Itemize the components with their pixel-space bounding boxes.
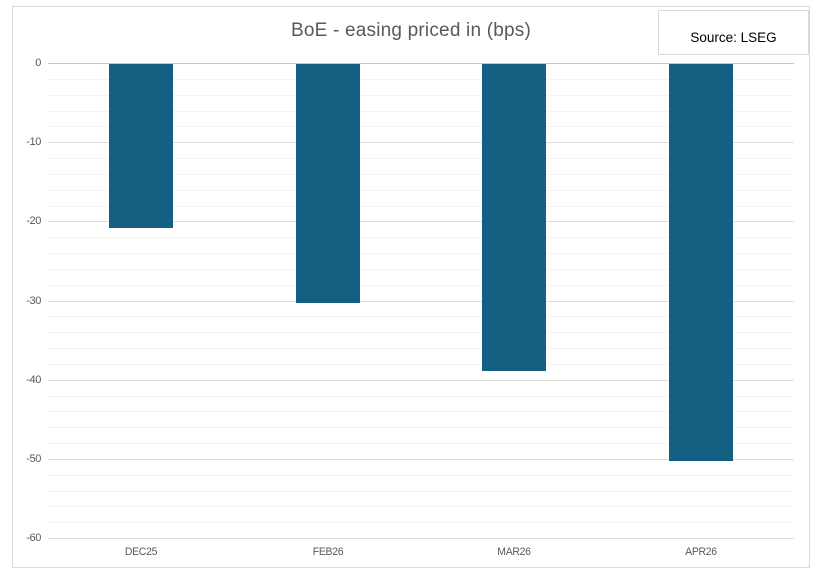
y-tick-label: 0 [35, 57, 41, 69]
gridline-major [48, 142, 794, 144]
x-tick-label-mar26: MAR26 [497, 546, 532, 558]
gridline-minor [48, 316, 794, 318]
gridline-minor [48, 490, 794, 492]
gridline-minor [48, 268, 794, 270]
gridline-minor [48, 173, 794, 175]
gridline-minor [48, 158, 794, 159]
y-tick-label: -10 [26, 136, 41, 149]
zero-axis-line [48, 63, 794, 64]
gridline-minor [48, 78, 794, 80]
bar-dec25 [109, 64, 174, 228]
gridline-minor [48, 284, 794, 286]
gridline-major [48, 538, 794, 539]
x-tick-label-apr26: APR26 [684, 546, 717, 558]
source-textbox: Source: LSEG [658, 10, 809, 55]
y-tick-label: -50 [26, 452, 41, 465]
plot-area [48, 63, 794, 539]
gridline-minor [48, 443, 794, 444]
y-tick-label: -40 [26, 373, 41, 386]
gridline-minor [48, 363, 794, 365]
gridline-minor [48, 237, 794, 239]
gridline-minor [48, 332, 794, 334]
source-label: Source: LSEG [690, 30, 777, 45]
gridline-minor [48, 110, 794, 112]
gridline-minor [48, 126, 794, 128]
y-tick-label: -30 [26, 294, 41, 307]
bar-apr26 [668, 64, 733, 462]
gridline-minor [48, 474, 794, 476]
gridline-major [48, 221, 794, 223]
gridline-major [48, 379, 794, 381]
gridline-major [48, 458, 794, 460]
y-tick-label: -20 [26, 215, 41, 228]
bar-mar26 [482, 64, 547, 371]
gridline-minor [48, 94, 794, 96]
gridline-minor [48, 427, 794, 429]
x-tick-label-dec25: DEC25 [125, 546, 158, 558]
gridline-minor [48, 522, 794, 524]
y-tick-label: -60 [26, 532, 41, 544]
bar-feb26 [295, 64, 360, 303]
gridline-minor [48, 253, 794, 254]
gridline-minor [48, 205, 794, 207]
gridline-minor [48, 348, 794, 349]
gridline-minor [48, 395, 794, 397]
chart-frame: BoE - easing priced in (bps) 0 -10 -20 -30 -… [12, 6, 810, 568]
gridline-minor [48, 189, 794, 191]
x-tick-label-feb26: FEB26 [312, 546, 344, 558]
gridline-minor [48, 506, 794, 508]
chart-title: BoE - easing priced in (bps) [290, 20, 532, 41]
gridline-major [48, 300, 794, 302]
gridline-minor [48, 411, 794, 413]
